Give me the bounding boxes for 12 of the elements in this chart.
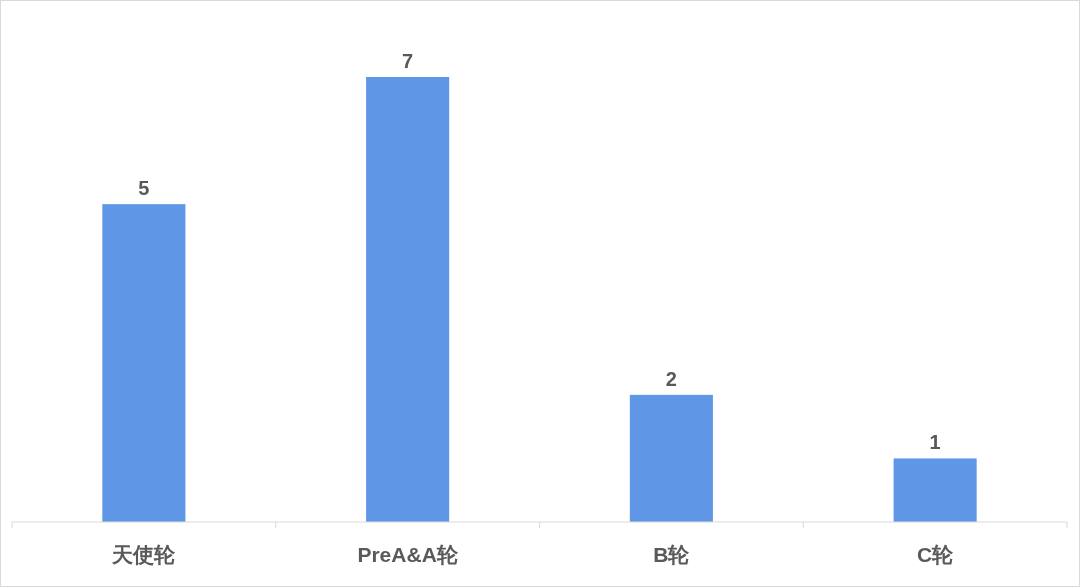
x-tick-label: C轮 bbox=[917, 543, 955, 566]
x-tick-label: B轮 bbox=[653, 543, 691, 566]
x-tick-label: PreA&A轮 bbox=[357, 543, 459, 566]
bar bbox=[893, 458, 977, 522]
bar bbox=[366, 77, 450, 522]
bar bbox=[629, 394, 713, 522]
bar bbox=[102, 204, 186, 522]
data-label: 2 bbox=[665, 367, 677, 390]
data-label: 7 bbox=[402, 50, 414, 72]
data-label: 1 bbox=[929, 431, 941, 454]
data-label: 5 bbox=[138, 177, 150, 200]
x-tick-label: 天使轮 bbox=[111, 543, 177, 566]
